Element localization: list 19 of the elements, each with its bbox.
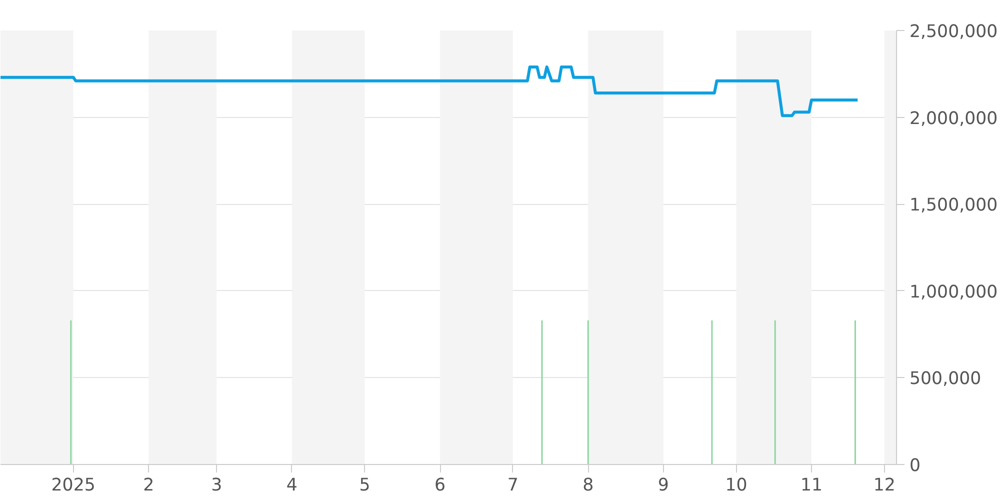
y-tick-label: 2,500,000 [910,22,998,42]
y-tick-label: 2,000,000 [910,108,998,129]
x-tick-label: 6 [434,476,446,496]
x-tick-label: 5 [359,476,370,496]
x-tick-label: 12 [873,476,896,496]
x-tick-label: 2 [143,476,154,496]
x-tick-label: 7 [507,476,518,496]
x-tick-label: 9 [658,476,669,496]
y-tick-label: 1,000,000 [910,282,998,302]
line-series [0,65,860,118]
x-tick-label: 2025 [51,476,96,496]
y-tick-label: 0 [910,456,921,476]
x-tick-label: 10 [725,476,748,496]
x-tick-label: 8 [582,476,594,496]
x-tick-label: 11 [800,476,823,496]
x-tick-label: 3 [211,476,222,496]
y-tick-label: 500,000 [910,369,982,390]
y-tick-label: 1,500,000 [910,196,998,216]
x-tick-label: 4 [286,476,298,496]
